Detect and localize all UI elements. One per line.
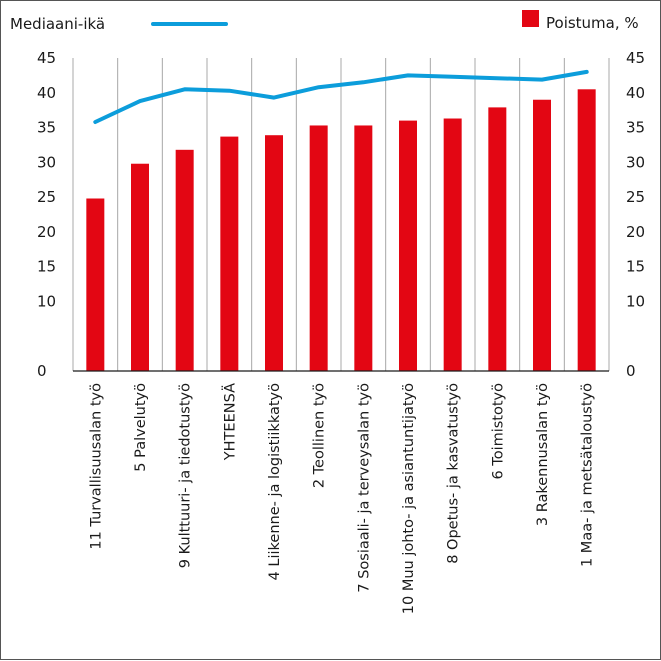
category-label-6: 2 Teollinen työ	[312, 383, 328, 488]
legend-line-label: Mediaani-ikä	[10, 15, 105, 33]
right-tick-label: 10	[626, 292, 645, 310]
category-label-2: 5 Palvelutyö	[133, 383, 149, 472]
category-label-3: 9 Kulttuuri- ja tiedotustyö	[178, 383, 194, 568]
right-axis-ticks: 0 10 15 20 25 30 35 40 45	[626, 49, 645, 380]
bar-6	[310, 125, 328, 371]
category-label-1: 11 Turvallisuusalan työ	[88, 383, 104, 550]
bar-7	[354, 125, 372, 371]
right-tick-label: 35	[626, 119, 645, 137]
left-tick-label: 10	[37, 292, 56, 310]
right-tick-label: 15	[626, 258, 645, 276]
legend-bar-label: Poistuma, %	[546, 14, 639, 32]
bar-5	[265, 135, 283, 371]
left-tick-label: 40	[37, 84, 56, 102]
legend-bar-swatch	[522, 10, 539, 27]
category-labels: 11 Turvallisuusalan työ 5 Palvelutyö 9 Kul…	[88, 383, 595, 614]
left-tick-label: 15	[37, 258, 56, 276]
category-label-7: 7 Sosiaali- ja terveysalan työ	[356, 383, 372, 593]
left-tick-label: 30	[37, 153, 56, 171]
gridlines	[73, 58, 609, 371]
category-label-5: 4 Liikenne- ja logistiikkatyö	[267, 383, 283, 581]
right-tick-label: 0	[626, 362, 636, 380]
legend: Mediaani-ikä Poistuma, %	[10, 10, 639, 33]
bar-8	[399, 121, 417, 371]
category-label-11: 3 Rakennusalan työ	[535, 383, 551, 526]
left-tick-label: 25	[37, 188, 56, 206]
bar-10	[488, 107, 506, 371]
bar-1	[86, 199, 104, 371]
category-label-10: 6 Toimistotyö	[490, 383, 506, 480]
left-tick-label: 20	[37, 223, 56, 241]
right-tick-label: 30	[626, 153, 645, 171]
right-tick-label: 25	[626, 188, 645, 206]
left-tick-label: 0	[37, 362, 47, 380]
right-tick-label: 45	[626, 49, 645, 67]
category-label-12: 1 Maa- ja metsätaloustyö	[580, 383, 596, 567]
category-label-4: YHTEENSÄ	[220, 383, 238, 461]
bar-9	[444, 119, 462, 371]
bar-11	[533, 100, 551, 371]
category-label-8: 10 Muu johto- ja asiantuntijatyö	[401, 383, 417, 614]
left-axis-ticks: 0 10 15 20 25 30 35 40 45	[37, 49, 56, 380]
bar-12	[578, 89, 596, 371]
bar-4	[220, 137, 238, 371]
left-tick-label: 45	[37, 49, 56, 67]
right-tick-label: 20	[626, 223, 645, 241]
bar-3	[176, 150, 194, 371]
right-tick-label: 40	[626, 84, 645, 102]
bar-2	[131, 164, 149, 371]
category-label-9: 8 Opetus- ja kasvatustyö	[446, 383, 462, 564]
left-tick-label: 35	[37, 119, 56, 137]
